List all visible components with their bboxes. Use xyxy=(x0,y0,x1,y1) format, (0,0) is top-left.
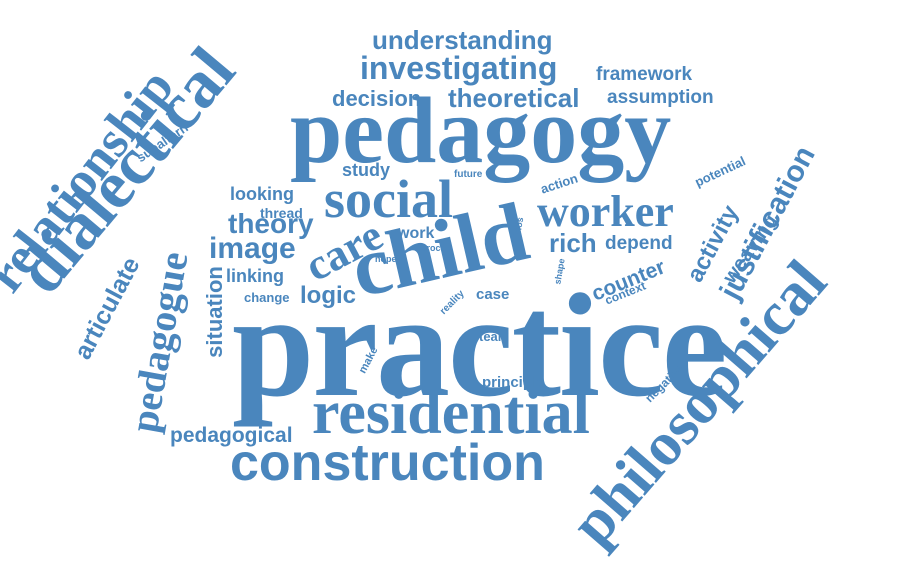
word-proc: proc xyxy=(421,243,441,253)
word-theory: theory xyxy=(228,208,314,239)
word-construction: construction xyxy=(230,434,545,492)
word-looking: looking xyxy=(230,184,294,204)
word-social: social xyxy=(324,169,453,229)
word-logic: logic xyxy=(300,282,357,309)
word-potential: potential xyxy=(692,153,748,190)
word-study: study xyxy=(342,160,391,180)
word-rich: rich xyxy=(549,228,597,258)
word-team: team xyxy=(479,329,510,344)
word-principle: principle xyxy=(482,374,545,391)
word-future: future xyxy=(454,169,483,180)
word-worker: worker xyxy=(537,187,674,236)
word-understanding: understanding xyxy=(372,25,553,55)
word-image: image xyxy=(209,232,296,265)
word-investigating: investigating xyxy=(360,50,558,86)
word-hope: hope xyxy=(375,254,397,264)
word-linking: linking xyxy=(226,266,284,286)
word-pedagogical: pedagogical xyxy=(170,424,293,447)
word-pedagogy: pedagogy xyxy=(290,79,672,183)
word-thread: thread xyxy=(260,205,303,221)
word-change: change xyxy=(244,290,290,305)
word-depend: depend xyxy=(605,233,673,254)
word-practice: practice xyxy=(232,264,727,428)
word-theoretical: theoretical xyxy=(448,83,580,113)
word-case: case xyxy=(476,286,510,303)
word-assumption: assumption xyxy=(607,87,714,108)
word-work: work xyxy=(397,225,435,242)
word-residential: residential xyxy=(312,379,590,447)
word-decision: decision xyxy=(332,86,422,111)
word-framework: framework xyxy=(596,64,693,85)
word-situation: situation xyxy=(201,266,227,358)
